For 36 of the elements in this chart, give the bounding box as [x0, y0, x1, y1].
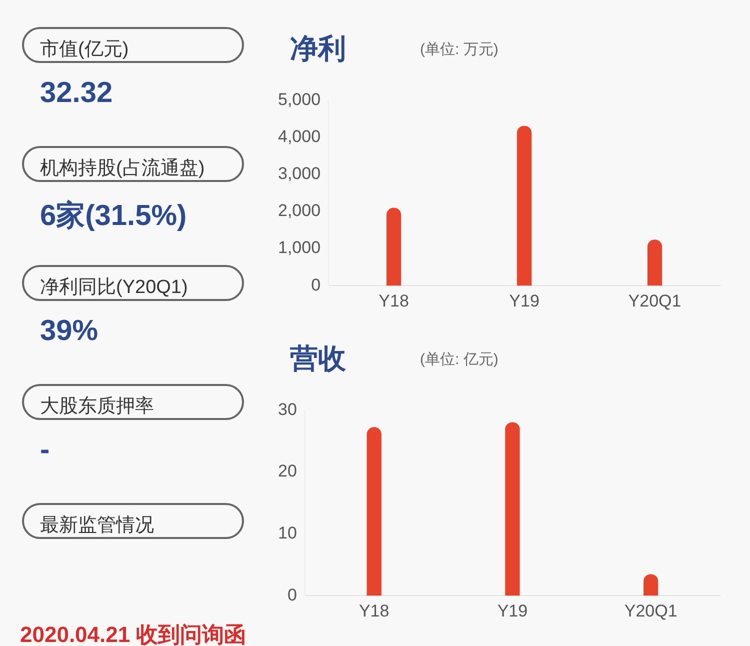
- x-tick-label: Y19: [509, 291, 540, 310]
- text: 市值(亿元): [22, 27, 244, 63]
- x-tick-label: Y20Q1: [624, 601, 678, 620]
- text: 最新监管情况: [22, 503, 244, 539]
- bar: [643, 574, 658, 596]
- x-tick-label: Y20Q1: [628, 291, 682, 310]
- text: 净利同比(Y20Q1): [22, 265, 244, 301]
- y-tick-label: 3,000: [278, 164, 321, 184]
- x-tick-label: Y18: [358, 601, 390, 620]
- bar: [647, 240, 662, 286]
- bar: [505, 422, 520, 596]
- y-tick-label: 4,000: [278, 126, 321, 146]
- x-tick-label: Y18: [378, 291, 409, 310]
- x-tick-label: Y19: [497, 601, 528, 620]
- bar: [366, 427, 382, 596]
- text: 32.32: [40, 77, 113, 110]
- bar: [386, 208, 402, 286]
- y-tick-label: 0: [287, 585, 297, 604]
- y-tick-label: 0: [311, 275, 321, 294]
- text: 6家(31.5%): [40, 198, 187, 234]
- text: 大股东质押率: [22, 384, 244, 420]
- text: -: [40, 434, 50, 467]
- chart-title: 净利: [290, 32, 346, 66]
- y-tick-label: 5,000: [278, 90, 321, 109]
- text: 39%: [40, 315, 98, 348]
- y-tick-label: 2,000: [278, 201, 321, 220]
- chart-title: 营收: [290, 342, 346, 376]
- y-tick-label: 30: [278, 400, 297, 419]
- text: 机构持股(占流通盘): [22, 146, 244, 182]
- text: 2020.04.21 收到问询函: [20, 621, 246, 646]
- chart-subtitle: (单位: 万元): [420, 40, 498, 59]
- y-tick-label: 10: [278, 523, 297, 542]
- y-tick-label: 20: [278, 462, 297, 481]
- chart-subtitle: (单位: 亿元): [420, 350, 498, 369]
- bar: [516, 126, 532, 286]
- y-tick-label: 1,000: [278, 238, 321, 258]
